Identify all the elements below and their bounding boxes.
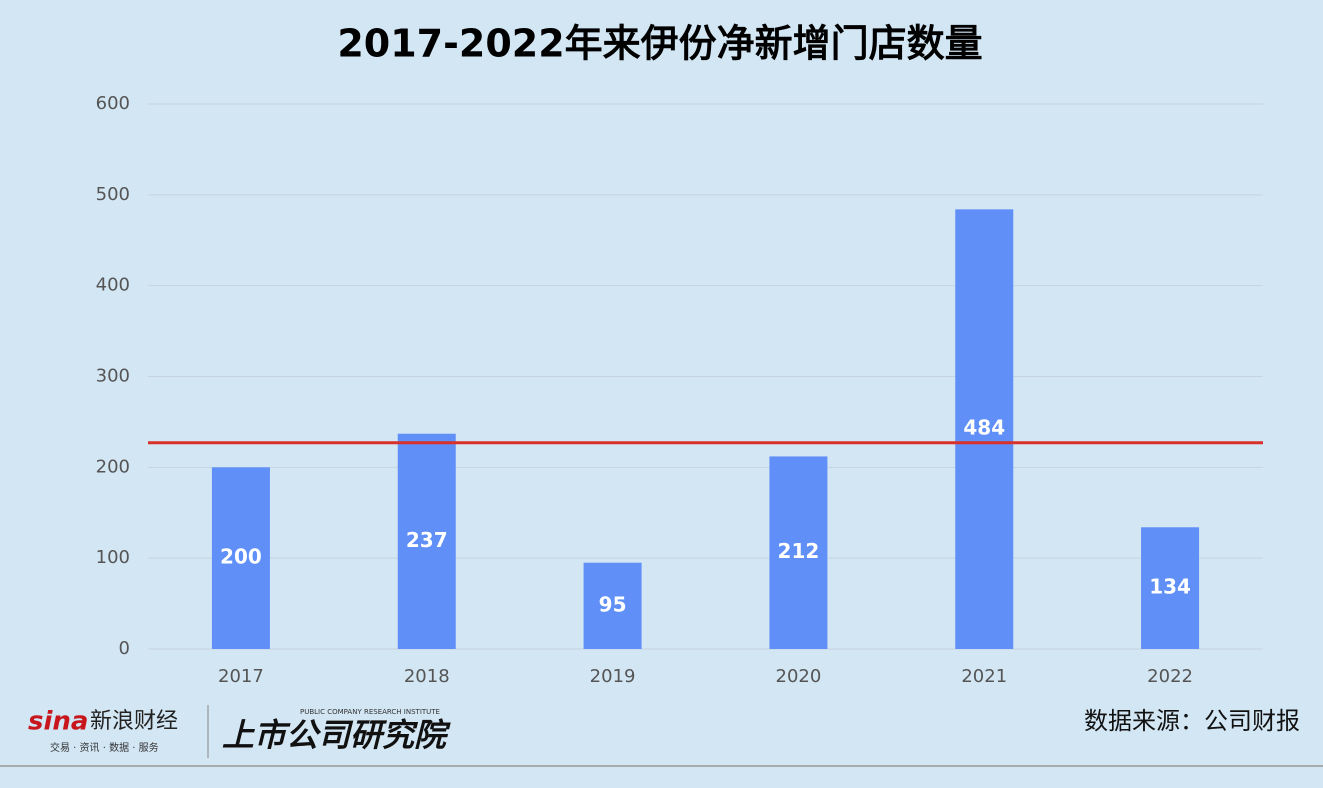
y-tick-label: 600 [96, 93, 130, 114]
source-note: 数据来源：公司财报 [1084, 707, 1300, 735]
y-tick-label: 300 [96, 366, 130, 387]
value-label: 237 [406, 528, 448, 552]
x-tick-label: 2017 [218, 666, 264, 687]
institute-english: PUBLIC COMPANY RESEARCH INSTITUTE [300, 708, 440, 716]
x-tick-label: 2020 [776, 666, 822, 687]
bar [955, 209, 1014, 649]
brand-logo: sina [28, 707, 88, 737]
bar [211, 467, 270, 649]
bar [769, 456, 828, 649]
y-tick-label: 200 [96, 456, 130, 477]
x-tick-label: 2018 [404, 666, 450, 687]
y-tick-label: 400 [96, 275, 130, 296]
y-tick-label: 0 [119, 638, 130, 659]
bar [583, 562, 642, 649]
institute-name: 上市公司研究院 [222, 716, 451, 754]
value-label: 134 [1149, 575, 1191, 599]
brand-slogan: 交易 · 资讯 · 数据 · 服务 [50, 741, 159, 754]
x-tick-label: 2022 [1147, 666, 1193, 687]
brand-name: 新浪财经 [90, 709, 178, 734]
y-tick-label: 500 [96, 184, 130, 205]
bar [397, 433, 456, 649]
value-label: 200 [220, 545, 262, 569]
x-tick-label: 2021 [961, 666, 1007, 687]
value-label: 212 [778, 539, 820, 563]
chart-title: 2017-2022年来伊份净新增门店数量 [337, 22, 982, 66]
value-label: 484 [963, 416, 1005, 440]
x-tick-label: 2019 [590, 666, 636, 687]
bar [1141, 527, 1200, 649]
value-label: 95 [599, 592, 627, 616]
y-tick-label: 100 [96, 547, 130, 568]
